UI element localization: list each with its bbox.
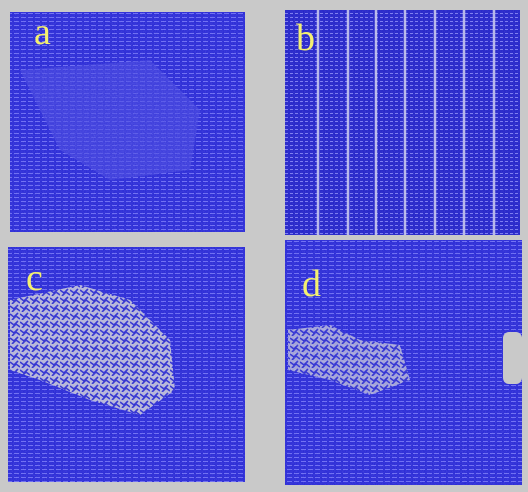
- panel-label: a: [34, 11, 51, 53]
- panel-c: c: [8, 247, 245, 482]
- page: a b c d (() => { const data = JSON.parse…: [0, 0, 528, 492]
- figure: a b c d: [0, 0, 528, 492]
- panel-label: b: [296, 17, 315, 59]
- panel-d: d: [285, 240, 522, 485]
- panel-label: c: [26, 257, 43, 299]
- panel-a: a: [10, 11, 245, 232]
- panel-b: b: [285, 10, 520, 235]
- panel-label: d: [302, 263, 321, 305]
